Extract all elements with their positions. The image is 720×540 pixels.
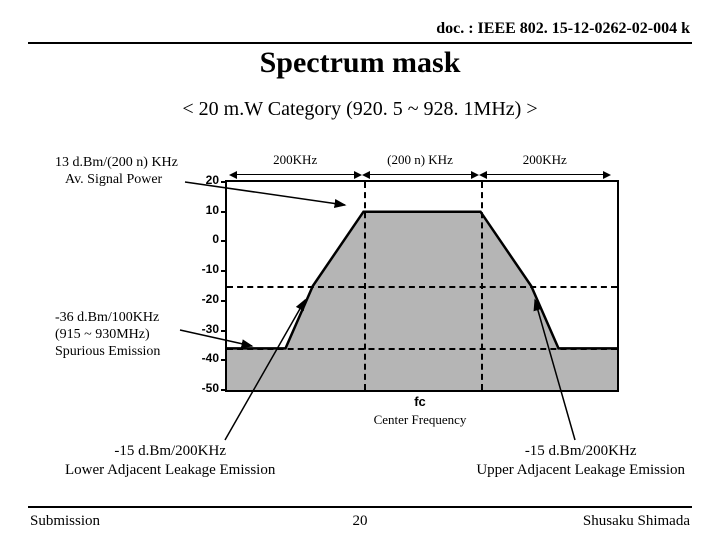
span-label: 200KHz [523,152,567,168]
span-label: (200 n) KHz [387,152,453,168]
footer-author: Shusaku Shimada [583,513,690,530]
y-tick [221,359,227,361]
y-tick-label: -30 [191,322,219,336]
arrowhead-right-icon [471,171,479,179]
doc-id: doc. : IEEE 802. 15-12-0262-02-004 k [436,20,690,38]
span-arrow [235,174,356,176]
y-tick [221,270,227,272]
center-frequency-label: Center Frequency [374,412,467,428]
y-tick-label: 0 [191,232,219,246]
upper-adjacent-line1: -15 d.Bm/200KHz [476,442,685,461]
y-tick [221,211,227,213]
arrowhead-right-icon [354,171,362,179]
arrowhead-left-icon [229,171,237,179]
y-tick-label: -40 [191,351,219,365]
arrowhead-left-icon [362,171,370,179]
y-tick-label: -50 [191,381,219,395]
avg-signal-power-line2: Av. Signal Power [55,172,178,189]
y-tick-label: 20 [191,173,219,187]
dashed-level [227,286,617,288]
fc-label: fc [414,394,426,409]
y-tick-label: -20 [191,292,219,306]
bottom-rule [28,506,692,508]
lower-adjacent-line1: -15 d.Bm/200KHz [65,442,275,461]
top-rule [28,42,692,44]
y-tick-label: 10 [191,203,219,217]
spurious-emission-line2: (915 ~ 930MHz) [55,327,160,344]
dashed-level [227,348,617,350]
spurious-emission-label: -36 d.Bm/100KHz (915 ~ 930MHz) Spurious … [55,310,160,360]
avg-signal-power-line1: 13 d.Bm/(200 n) KHz [55,155,178,172]
spurious-emission-line3: Spurious Emission [55,344,160,361]
avg-signal-power-label: 13 d.Bm/(200 n) KHz Av. Signal Power [55,155,178,189]
dashed-vertical [364,182,366,390]
page-subtitle: < 20 m.W Category (920. 5 ~ 928. 1MHz) > [0,98,720,121]
span-arrow [485,174,606,176]
y-tick [221,300,227,302]
span-arrow [368,174,473,176]
spectrum-mask-chart [225,180,619,392]
page-title: Spectrum mask [0,46,720,80]
spurious-emission-line1: -36 d.Bm/100KHz [55,310,160,327]
y-tick-label: -10 [191,262,219,276]
arrowhead-left-icon [479,171,487,179]
y-tick [221,330,227,332]
dashed-vertical [481,182,483,390]
arrowhead-right-icon [603,171,611,179]
upper-adjacent-leakage-label: -15 d.Bm/200KHz Upper Adjacent Leakage E… [476,442,685,480]
y-tick [221,389,227,391]
lower-adjacent-line2: Lower Adjacent Leakage Emission [65,461,275,480]
upper-adjacent-line2: Upper Adjacent Leakage Emission [476,461,685,480]
y-tick [221,181,227,183]
lower-adjacent-leakage-label: -15 d.Bm/200KHz Lower Adjacent Leakage E… [65,442,275,480]
span-label: 200KHz [273,152,317,168]
y-tick [221,240,227,242]
